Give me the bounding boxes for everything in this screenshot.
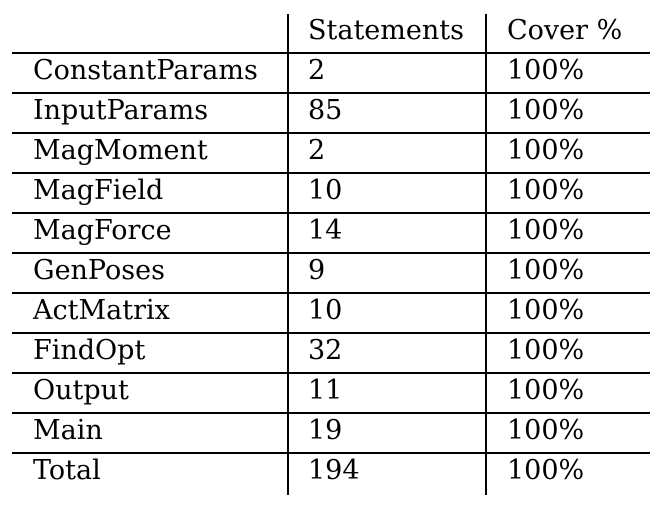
- module-name: ConstantParams: [33, 55, 258, 86]
- statement-count: 2: [308, 55, 326, 86]
- statement-count: 19: [308, 415, 343, 446]
- module-name: MagField: [33, 175, 164, 206]
- total-statement-count: 194: [308, 455, 360, 486]
- row-divider: [12, 132, 650, 134]
- total-cover-percent: 100%: [507, 455, 585, 486]
- module-name: MagForce: [33, 215, 172, 246]
- cover-percent: 100%: [507, 215, 585, 246]
- row-divider: [12, 212, 650, 214]
- cover-percent: 100%: [507, 335, 585, 366]
- module-name: Main: [33, 415, 103, 446]
- row-divider: [12, 372, 650, 374]
- row-divider: [12, 292, 650, 294]
- column-divider-1: [287, 14, 289, 495]
- statement-count: 32: [308, 335, 343, 366]
- row-divider: [12, 412, 650, 414]
- header-statements: Statements: [308, 15, 464, 46]
- statement-count: 2: [308, 135, 326, 166]
- header-cover-percent: Cover %: [507, 15, 623, 46]
- statement-count: 9: [308, 255, 326, 286]
- total-label: Total: [33, 455, 101, 486]
- cover-percent: 100%: [507, 175, 585, 206]
- cover-percent: 100%: [507, 375, 585, 406]
- module-name: ActMatrix: [33, 295, 170, 326]
- module-name: Output: [33, 375, 129, 406]
- cover-percent: 100%: [507, 295, 585, 326]
- cover-percent: 100%: [507, 135, 585, 166]
- module-name: FindOpt: [33, 335, 146, 366]
- row-divider: [12, 92, 650, 94]
- cover-percent: 100%: [507, 415, 585, 446]
- statement-count: 14: [308, 215, 343, 246]
- statement-count: 85: [308, 95, 343, 126]
- row-divider: [12, 452, 650, 454]
- statement-count: 10: [308, 295, 343, 326]
- column-divider-2: [485, 14, 487, 495]
- module-name: MagMoment: [33, 135, 208, 166]
- module-name: GenPoses: [33, 255, 165, 286]
- module-name: InputParams: [33, 95, 209, 126]
- cover-percent: 100%: [507, 95, 585, 126]
- cover-percent: 100%: [507, 255, 585, 286]
- statement-count: 11: [308, 375, 343, 406]
- statement-count: 10: [308, 175, 343, 206]
- cover-percent: 100%: [507, 55, 585, 86]
- row-divider: [12, 332, 650, 334]
- row-divider: [12, 252, 650, 254]
- row-divider: [12, 52, 650, 54]
- row-divider: [12, 172, 650, 174]
